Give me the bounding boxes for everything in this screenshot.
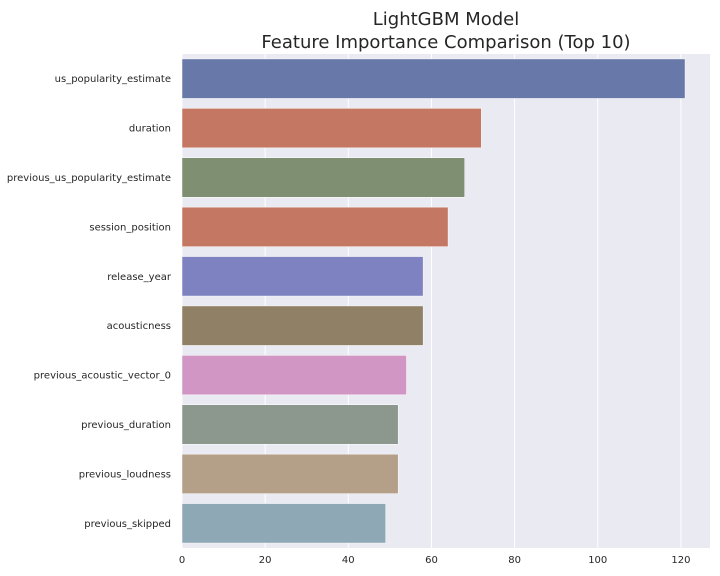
category-label: us_popularity_estimate: [55, 74, 171, 85]
bar: [181, 206, 449, 247]
x-tick-label: 80: [508, 555, 521, 566]
chart-title-line-1: LightGBM Model: [373, 9, 520, 30]
bar: [181, 453, 399, 494]
bar: [181, 256, 424, 297]
x-tick-label: 0: [179, 555, 185, 566]
category-label: session_position: [89, 222, 171, 233]
x-tick-label: 20: [259, 555, 272, 566]
bar: [181, 355, 407, 396]
x-tick-label: 100: [588, 555, 607, 566]
category-label: acousticness: [107, 321, 171, 332]
bar: [181, 404, 399, 445]
bar-layer: [181, 58, 686, 544]
category-label: previous_duration: [81, 420, 171, 431]
x-axis-ticks: 0 20 40 60 80 100 120: [179, 555, 691, 566]
bar: [181, 58, 686, 99]
x-tick-label: 40: [342, 555, 355, 566]
bar: [181, 503, 386, 544]
chart-title-line-2: Feature Importance Comparison (Top 10): [261, 32, 630, 53]
bar: [181, 157, 465, 198]
category-label: previous_skipped: [84, 519, 171, 530]
x-tick-label: 60: [425, 555, 438, 566]
bar: [181, 305, 424, 346]
category-label: duration: [129, 124, 171, 135]
category-label: release_year: [107, 272, 172, 283]
category-label: previous_loudness: [79, 469, 171, 480]
y-axis-categories: us_popularity_estimate duration previous_u…: [7, 74, 172, 530]
category-label: previous_us_popularity_estimate: [7, 173, 171, 184]
bar: [181, 108, 482, 149]
x-tick-label: 120: [671, 555, 690, 566]
category-label: previous_acoustic_vector_0: [34, 371, 171, 382]
